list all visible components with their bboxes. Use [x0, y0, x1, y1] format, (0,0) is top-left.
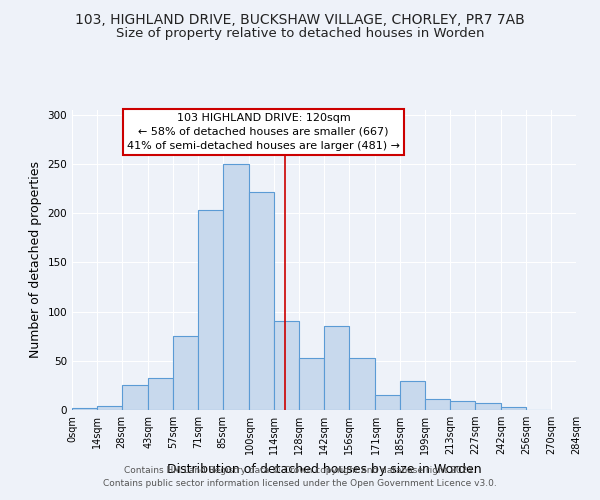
Bar [349, 358, 376, 410]
Text: Size of property relative to detached houses in Worden: Size of property relative to detached ho… [116, 28, 484, 40]
Text: 103 HIGHLAND DRIVE: 120sqm
← 58% of detached houses are smaller (667)
41% of sem: 103 HIGHLAND DRIVE: 120sqm ← 58% of deta… [127, 113, 400, 151]
Bar [97, 406, 122, 410]
Text: 103, HIGHLAND DRIVE, BUCKSHAW VILLAGE, CHORLEY, PR7 7AB: 103, HIGHLAND DRIVE, BUCKSHAW VILLAGE, C… [75, 12, 525, 26]
Bar [274, 322, 299, 410]
Bar [425, 399, 450, 410]
Bar [376, 395, 400, 410]
Bar [475, 403, 502, 410]
Bar [173, 336, 198, 410]
Y-axis label: Number of detached properties: Number of detached properties [29, 162, 42, 358]
Bar [400, 382, 425, 410]
Bar [324, 326, 349, 410]
Bar [72, 408, 97, 410]
X-axis label: Distribution of detached houses by size in Worden: Distribution of detached houses by size … [167, 462, 481, 475]
Bar [299, 358, 324, 410]
Bar [223, 164, 250, 410]
Bar [250, 192, 274, 410]
Bar [502, 407, 526, 410]
Bar [450, 401, 475, 410]
Bar [198, 210, 223, 410]
Text: Contains HM Land Registry data © Crown copyright and database right 2024.
Contai: Contains HM Land Registry data © Crown c… [103, 466, 497, 487]
Bar [148, 378, 173, 410]
Bar [122, 386, 148, 410]
